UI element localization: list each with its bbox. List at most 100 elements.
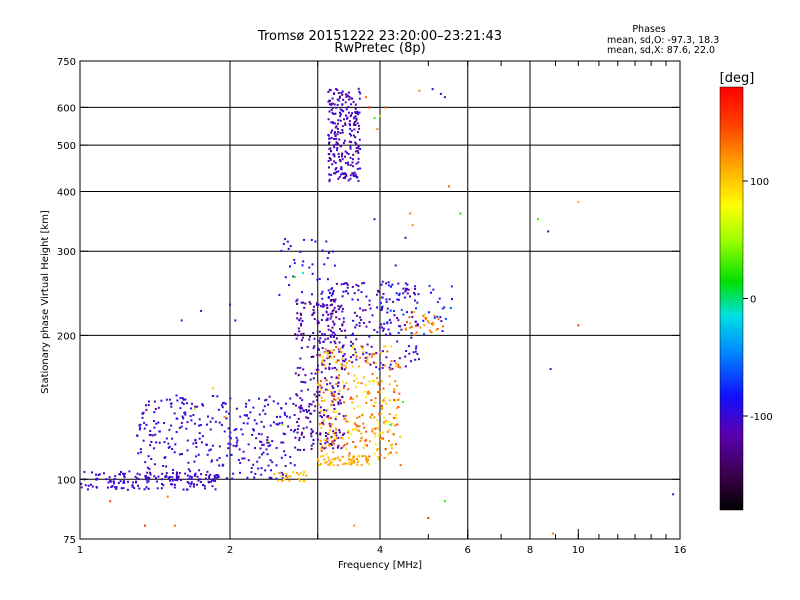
data-point: [377, 422, 380, 425]
data-point: [253, 476, 256, 479]
data-point: [273, 473, 276, 476]
data-point: [186, 449, 189, 452]
data-point: [336, 142, 339, 145]
data-point: [363, 376, 365, 379]
data-point: [358, 138, 361, 141]
data-point: [549, 368, 552, 371]
data-point: [213, 474, 216, 477]
data-point: [335, 171, 338, 173]
data-point: [358, 425, 361, 428]
data-point: [359, 92, 362, 95]
data-point: [115, 486, 118, 489]
data-point: [311, 263, 314, 266]
data-point: [318, 339, 321, 342]
data-point: [353, 461, 356, 464]
data-point: [355, 377, 358, 380]
data-point: [186, 481, 189, 483]
data-point: [369, 440, 372, 443]
data-point: [302, 381, 305, 384]
data-point: [353, 292, 356, 295]
data-point: [302, 260, 305, 263]
data-point: [351, 161, 354, 164]
data-point: [189, 485, 192, 488]
data-point: [301, 336, 304, 339]
data-point: [410, 336, 413, 339]
data-point: [336, 464, 339, 467]
data-point: [365, 401, 368, 404]
data-point: [312, 305, 315, 308]
data-point: [332, 349, 335, 352]
data-point: [196, 405, 199, 408]
data-point: [179, 407, 182, 410]
data-point: [327, 456, 330, 459]
data-point: [431, 88, 434, 91]
data-point: [212, 479, 215, 482]
data-point: [398, 294, 401, 297]
phase-stats-x: mean, sd,X: 87.6, 22.0: [607, 45, 715, 56]
data-point: [308, 403, 311, 405]
data-point: [286, 415, 288, 418]
data-point: [341, 437, 344, 440]
data-point: [312, 347, 315, 350]
data-point: [379, 115, 381, 118]
data-point: [381, 307, 383, 310]
data-point: [172, 472, 174, 475]
data-point: [308, 405, 311, 408]
data-point: [357, 113, 360, 116]
data-point: [163, 422, 166, 424]
data-point: [170, 483, 172, 486]
data-point: [385, 300, 388, 303]
data-point: [190, 476, 193, 478]
data-point: [147, 404, 150, 407]
data-point: [341, 455, 344, 458]
data-point: [225, 417, 228, 420]
data-point: [309, 335, 311, 338]
data-point: [333, 340, 336, 343]
data-point: [339, 113, 342, 116]
data-point: [348, 111, 350, 114]
data-point: [388, 383, 391, 386]
data-point: [289, 265, 291, 268]
data-point: [226, 454, 228, 457]
data-point: [330, 121, 333, 124]
data-point: [360, 291, 363, 294]
y-tick-label: 400: [57, 187, 76, 198]
data-point: [302, 332, 305, 335]
data-point: [341, 129, 344, 131]
data-point: [161, 472, 164, 475]
data-point: [190, 481, 193, 484]
data-point: [397, 282, 400, 285]
data-point: [366, 358, 369, 361]
data-point: [344, 358, 347, 361]
data-point: [282, 242, 285, 245]
data-point: [164, 475, 167, 478]
data-point: [396, 317, 399, 319]
data-point: [342, 282, 345, 285]
data-point: [181, 453, 183, 455]
data-point: [339, 328, 341, 330]
data-point: [351, 298, 354, 301]
data-point: [157, 421, 160, 424]
data-point: [408, 352, 411, 355]
data-point: [84, 484, 87, 487]
data-point: [338, 350, 341, 353]
data-point: [278, 422, 281, 425]
data-point: [362, 351, 365, 354]
data-point: [332, 464, 335, 467]
data-point: [249, 411, 252, 414]
data-point: [373, 432, 376, 435]
data-point: [324, 347, 327, 350]
data-point: [324, 435, 327, 437]
data-point: [330, 102, 333, 105]
data-point: [394, 365, 397, 368]
data-point: [395, 451, 398, 454]
data-point: [672, 493, 675, 496]
data-point: [197, 453, 200, 456]
data-point: [310, 356, 313, 358]
data-point: [341, 152, 344, 155]
data-point: [381, 280, 384, 283]
data-point: [149, 471, 152, 474]
data-point: [402, 287, 405, 290]
data-point: [335, 310, 338, 313]
data-point: [414, 320, 417, 323]
